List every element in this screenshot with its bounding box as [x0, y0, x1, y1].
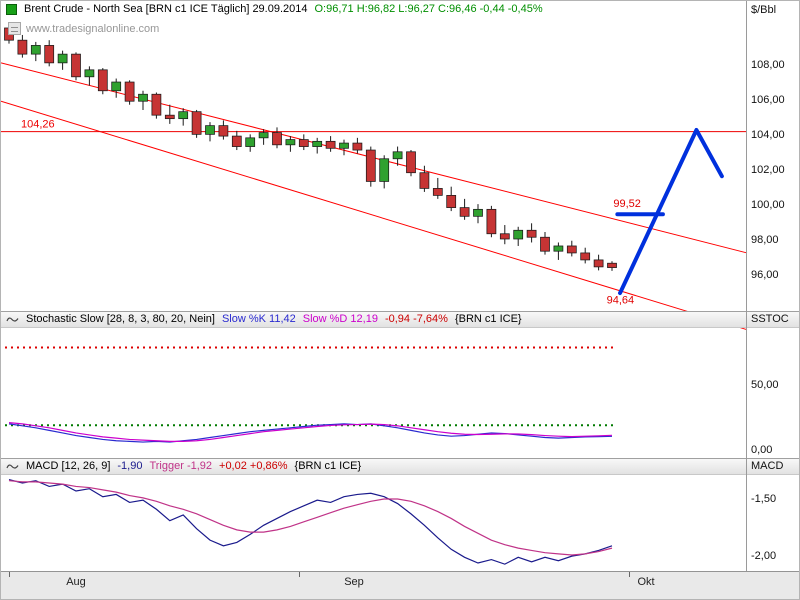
- stochastic-change: -0,94 -7,64%: [384, 313, 448, 325]
- instrument-icon: [6, 3, 17, 15]
- macd-change: +0,02 +0,86%: [219, 460, 288, 472]
- axis-separator-line: [746, 1, 747, 571]
- macd-panel-header[interactable]: MACD [12, 26, 9] -1,90 Trigger -1,92 +0,…: [6, 460, 361, 472]
- ohlc-values: O:96,71 H:96,82 L:96,27 C:96,46 -0,44 -0…: [314, 3, 543, 15]
- axis-unit-label: $/Bbl: [751, 4, 777, 16]
- price-level-label: 104,26: [21, 119, 55, 131]
- low-level-label: 94,64: [607, 294, 635, 306]
- target-level-label: 99,52: [613, 198, 641, 210]
- horizontal-price-line[interactable]: 104,26: [1, 119, 747, 133]
- axis-tick-label: 106,00: [751, 94, 785, 107]
- axis-tick-label: -2,00: [751, 550, 777, 563]
- stochastic-d-value: Slow %D 12,19: [302, 313, 378, 325]
- macd-symbol: {BRN c1 ICE}: [294, 460, 362, 472]
- x-axis-month-label: Aug: [66, 576, 86, 588]
- axis-tick-label: 104,00: [751, 129, 785, 142]
- axis-tick-label: 50,00: [751, 379, 779, 392]
- value-axis-column[interactable]: $/Bbl SSTOC MACD 108,00 106,00 104,00 102,0…: [747, 1, 799, 599]
- stochastic-lines[interactable]: [5, 346, 617, 443]
- time-axis-band[interactable]: Aug Sep Okt: [1, 571, 799, 599]
- main-panel-header[interactable]: Brent Crude - North Sea [BRN c1 ICE Tägl…: [6, 3, 543, 15]
- macd-lines[interactable]: [8, 478, 613, 565]
- blue-drawing-annotation[interactable]: 99,52 94,64: [607, 127, 724, 306]
- macd-axis-label: MACD: [751, 460, 784, 472]
- watermark-text: www.tradesignalonline.com: [26, 22, 160, 35]
- watermark-icon: [8, 22, 21, 35]
- stochastic-k-value: Slow %K 11,42: [221, 313, 296, 325]
- axis-tick-label: 0,00: [751, 444, 773, 457]
- macd-header-band[interactable]: [1, 458, 799, 475]
- macd-name: MACD [12, 26, 9]: [26, 460, 111, 472]
- axis-tick-label: 96,00: [751, 268, 779, 281]
- x-axis-tick: [299, 572, 300, 577]
- wave-icon: [6, 462, 19, 471]
- macd-value: -1,90: [117, 460, 143, 472]
- macd-trigger-value: Trigger -1,92: [149, 460, 213, 472]
- stochastic-symbol: {BRN c1 ICE}: [454, 313, 522, 325]
- x-axis-tick: [629, 572, 630, 577]
- axis-tick-label: 100,00: [751, 198, 785, 211]
- wave-icon: [6, 315, 19, 324]
- stochastic-name: Stochastic Slow [28, 8, 3, 80, 20, Nein]: [26, 313, 215, 325]
- axis-tick-label: -1,50: [751, 493, 777, 506]
- stochastic-panel-header[interactable]: Stochastic Slow [28, 8, 3, 80, 20, Nein]…: [6, 313, 522, 325]
- x-axis-month-label: Sep: [344, 576, 364, 588]
- chart-title: Brent Crude - North Sea [BRN c1 ICE Tägl…: [24, 3, 308, 15]
- x-axis-tick: [9, 572, 10, 577]
- trend-channel-lines[interactable]: [1, 62, 748, 331]
- watermark-link[interactable]: www.tradesignalonline.com: [8, 22, 159, 35]
- stochastic-header-band[interactable]: [1, 311, 799, 328]
- axis-tick-label: 108,00: [751, 59, 785, 72]
- axis-tick-label: 102,00: [751, 163, 785, 176]
- x-axis-month-label: Okt: [637, 576, 655, 588]
- stoch-axis-label: SSTOC: [751, 313, 789, 325]
- axis-tick-label: 98,00: [751, 233, 779, 246]
- candles-layer[interactable]: [4, 22, 617, 271]
